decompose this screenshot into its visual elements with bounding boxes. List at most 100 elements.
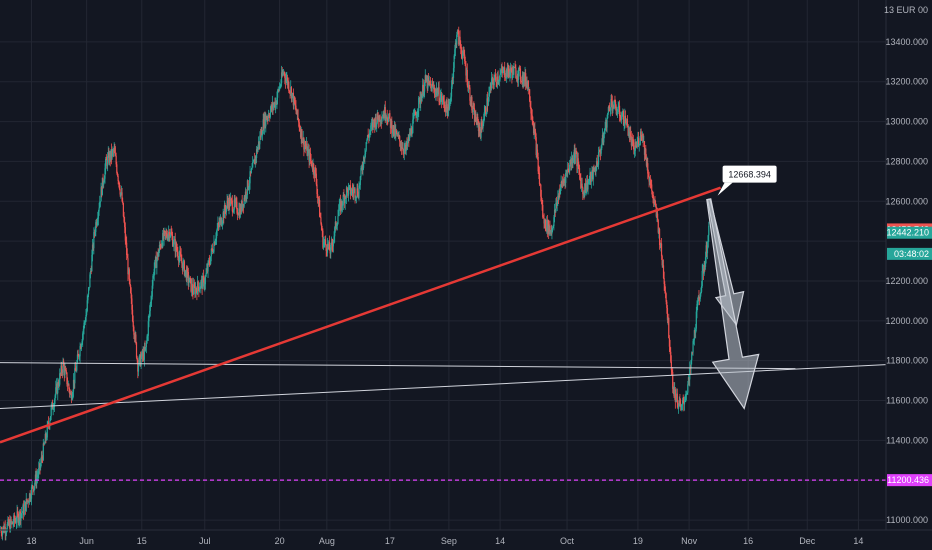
candle-body-down: [294, 96, 296, 104]
candle-body-down: [274, 102, 276, 108]
candle-body-up: [356, 188, 358, 197]
projection-arrow[interactable]: [706, 198, 760, 410]
candle-body-down: [70, 394, 73, 400]
candle-body-down: [590, 172, 592, 182]
candle-body-down: [131, 298, 133, 310]
candle-body-up: [365, 142, 367, 151]
candle-body-up: [644, 148, 646, 155]
candle-body-up: [509, 71, 511, 76]
candle-body-up: [591, 170, 593, 174]
candle-body-up: [149, 303, 151, 311]
candle-body-up: [557, 195, 559, 201]
candle-body-up: [550, 231, 552, 233]
candle-body-up: [189, 277, 191, 282]
candle-body-up: [702, 268, 704, 271]
candle-body-up: [437, 92, 439, 96]
candle-body-up: [13, 515, 15, 524]
candle-body-up: [662, 265, 664, 267]
candle-body-up: [148, 314, 150, 322]
candle-body-down: [594, 170, 596, 172]
candle-body-up: [151, 285, 153, 297]
candle-body-down: [463, 50, 465, 55]
candle-body-down: [464, 54, 466, 62]
candle-body-up: [242, 203, 244, 210]
candle-body-up: [205, 273, 207, 277]
drawings-layer[interactable]: 12668.394: [0, 165, 887, 481]
candle-body-down: [329, 250, 331, 254]
candle-body-up: [687, 377, 690, 385]
candle-body-up: [58, 384, 60, 386]
candle-body-down: [310, 159, 312, 162]
candle-body-down: [66, 372, 68, 385]
candle-body-up: [216, 228, 218, 231]
price-axis[interactable]: 11000.000 11400.000 11600.000 11800.000 1200…: [885, 37, 928, 525]
candle-body-up: [332, 240, 334, 247]
support-trend-line[interactable]: [0, 186, 722, 444]
candle-body-down: [77, 354, 79, 356]
candle-body-down: [396, 132, 398, 136]
candle-body-up: [569, 159, 571, 165]
candle-body-down: [7, 519, 10, 526]
time-axis[interactable]: 18 Jun 15 Jul 20 Aug 17 Sep 14 Oct 19 Nov 16 Dec 14: [26, 536, 863, 546]
trend-value-callout[interactable]: [722, 165, 777, 183]
candle-body-up: [222, 212, 224, 222]
candle-body-down: [555, 202, 558, 206]
candle-body-down: [548, 220, 550, 235]
candle-body-up: [330, 242, 333, 245]
candle-body-down: [596, 161, 598, 166]
candle-body-up: [511, 67, 514, 78]
candle-body-up: [493, 79, 495, 86]
candle-body-down: [343, 195, 345, 197]
candle-body-down: [464, 61, 466, 66]
candle-body-down: [515, 67, 517, 78]
candle-body-up: [489, 85, 491, 91]
candle-body-up: [47, 422, 49, 425]
candle-body-up: [486, 98, 488, 114]
candle-body-down: [26, 498, 28, 502]
candle-body-down: [699, 297, 701, 299]
candle-body-down: [580, 178, 582, 188]
candle-body-up: [293, 96, 295, 106]
candle-body-down: [101, 187, 103, 196]
candle-body-up: [262, 119, 264, 134]
candle-body-down: [448, 104, 450, 109]
candle-body-up: [685, 393, 688, 395]
candle-body-up: [147, 321, 149, 336]
candle-body-down: [408, 136, 410, 141]
candle-body-up: [228, 197, 230, 209]
candle-body-down: [132, 321, 134, 327]
candle-body-up: [398, 135, 400, 137]
candle-body-down: [256, 149, 258, 152]
candle-body-up: [199, 287, 201, 289]
candle-body-up: [22, 505, 24, 513]
price-tick-label: 11600.000: [886, 396, 928, 406]
candle-body-down: [61, 372, 63, 374]
candle-body-up: [80, 344, 82, 349]
candle-body-up: [110, 149, 112, 160]
candle-body-up: [370, 125, 372, 132]
candle-body-up: [261, 133, 264, 136]
candle-body-up: [571, 157, 573, 165]
candle-body-down: [496, 82, 498, 85]
candle-body-up: [243, 197, 245, 207]
horizontal-gray-line[interactable]: [0, 362, 796, 370]
candle-body-up: [505, 76, 507, 78]
candle-body-down: [1, 532, 3, 535]
candle-body-up: [292, 92, 294, 94]
candle-body-up: [500, 68, 503, 73]
candle-body-down: [66, 384, 69, 386]
candle-body-up: [417, 110, 419, 115]
candle-body-up: [305, 143, 308, 149]
candle-body-down: [237, 214, 239, 216]
candle-body-down: [434, 91, 436, 96]
candle-body-up: [454, 49, 456, 56]
candle-body-down: [73, 379, 75, 384]
candle-body-down: [399, 141, 401, 147]
candle-body-up: [76, 354, 79, 363]
candle-body-down: [141, 351, 144, 357]
candle-body-down: [473, 108, 476, 122]
candle-body-down: [422, 84, 424, 96]
candle-body-up: [337, 216, 339, 224]
